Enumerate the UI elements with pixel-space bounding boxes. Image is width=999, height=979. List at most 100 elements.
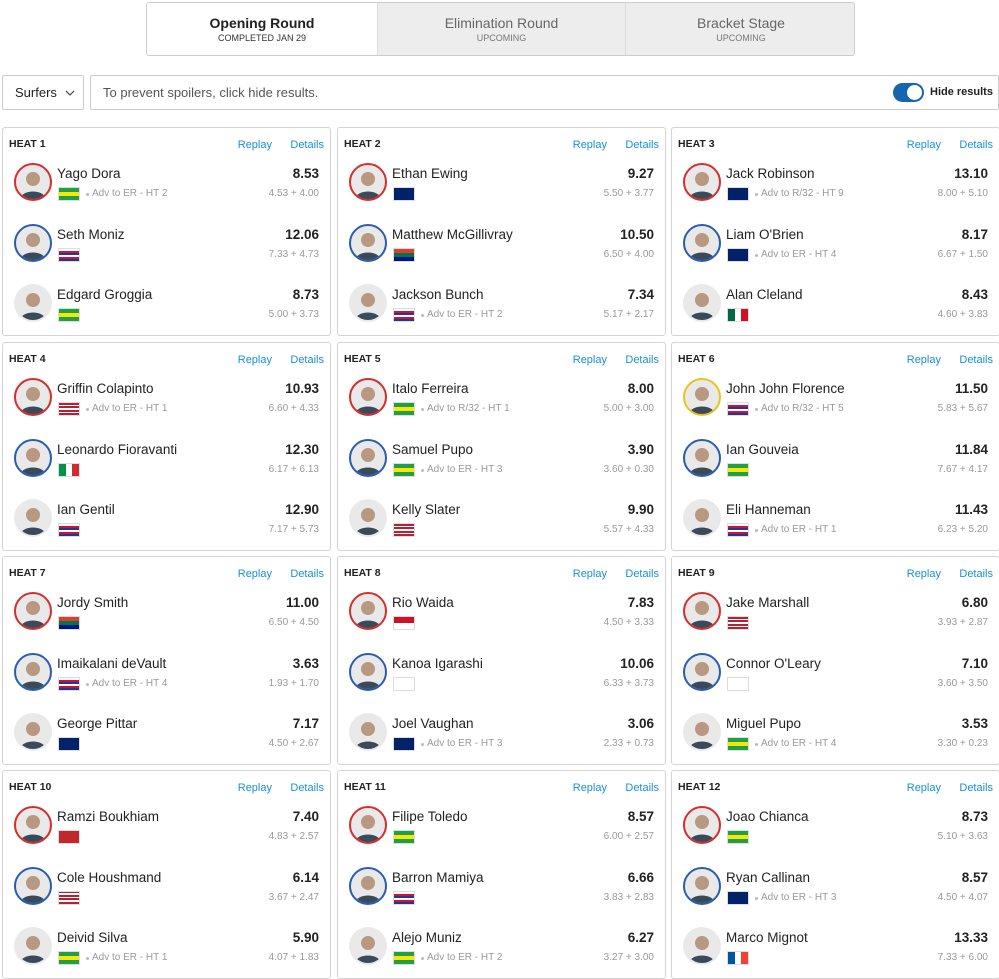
wave-scores: 5.00 + 3.00 [603,403,654,414]
total-score: 8.73 [961,809,988,824]
heat-title: HEAT 1 [9,138,46,150]
tab[interactable]: Bracket Stage UPCOMING [626,3,854,55]
flag-stripe [394,532,414,535]
flag-stripe [394,893,414,896]
wave-scores: 5.10 + 3.63 [937,831,988,842]
flag [393,523,415,537]
replay-link[interactable]: Replay [572,354,607,366]
flag-stripe [394,960,414,964]
details-link[interactable]: Details [290,568,324,580]
flag [727,890,749,905]
flag-stripe [734,309,742,321]
surfer-name: Liam O'Brien [726,226,804,242]
flag [58,951,80,965]
avatar [349,163,387,201]
flag-stripe [741,309,749,321]
flag-stripe [394,835,414,839]
flag-stripe [394,527,414,530]
surfer-name: Alejo Muniz [392,930,462,945]
heat-title: HEAT 6 [678,353,715,365]
flag-stripe [59,254,79,257]
advance-note: Adv to ER - HT 2 [427,309,503,320]
flag-stripe [59,408,79,410]
replay-link[interactable]: Replay [906,782,941,794]
details-link[interactable]: Details [625,139,659,151]
replay-link[interactable]: Replay [906,354,941,366]
total-score: 7.34 [627,287,654,302]
advance-note: Adv to R/32 - HT 9 [761,188,844,199]
avatar [683,713,721,751]
flag-stripe [59,524,79,526]
replay-link[interactable]: Replay [237,139,272,151]
toggle[interactable] [893,83,924,102]
flag-stripe [394,677,414,690]
details-link[interactable]: Details [625,354,659,366]
advance-note: Adv to ER - HT 2 [92,188,168,199]
flag-stripe [394,901,414,904]
replay-link[interactable]: Replay [906,139,941,151]
replay-link[interactable]: Replay [572,782,607,794]
details-link[interactable]: Details [290,782,324,794]
wave-scores: 6.50 + 4.50 [268,617,319,628]
flag [393,890,415,905]
avatar-silhouette [689,936,715,963]
avatar [14,806,52,844]
avatar [683,223,721,262]
avatar [14,713,52,751]
tab[interactable]: Opening Round COMPLETED JAN 29 [147,3,378,55]
separator-dot [755,193,758,196]
heat-card: HEAT 7 Replay Details Jordy Smith 11.00 6.50 … [2,556,331,765]
total-score: 9.90 [627,502,654,517]
details-link[interactable]: Details [959,568,993,580]
advance-note: Adv to ER - HT 1 [92,952,168,963]
flag [727,616,749,630]
details-link[interactable]: Details [625,782,659,794]
total-score: 9.27 [627,166,654,181]
total-score: 10.50 [620,226,654,242]
details-link[interactable]: Details [959,354,993,366]
flag-stripe [728,309,735,321]
dropdown-label: Surfers [15,85,57,100]
toggle-label: Hide results [930,86,993,98]
avatar-silhouette [355,601,381,628]
flag-stripe [394,623,414,629]
surfer-name: Matthew McGillivray [392,226,513,242]
details-link[interactable]: Details [959,139,993,151]
flag-stripe [728,530,748,532]
surfer-name: Marco Mignot [726,930,808,945]
avatar-silhouette [689,387,715,414]
flag-stripe [59,621,79,625]
replay-link[interactable]: Replay [237,782,272,794]
details-link[interactable]: Details [625,568,659,580]
flag-stripe [728,463,748,468]
details-link[interactable]: Details [290,354,324,366]
flag [393,830,415,844]
total-score: 8.43 [961,287,988,302]
total-score: 7.10 [961,655,988,671]
flag-stripe [728,467,748,472]
replay-link[interactable]: Replay [237,568,272,580]
surfers-dropdown[interactable]: Surfers [2,75,84,110]
flag-stripe [59,530,79,532]
replay-link[interactable]: Replay [906,568,941,580]
surfer-name: Rio Waida [392,595,454,610]
details-link[interactable]: Details [290,139,324,151]
advance-note: Adv to ER - HT 1 [92,403,168,414]
avatar [14,223,52,262]
wave-scores: 6.23 + 5.20 [937,524,988,535]
flag-stripe [394,248,414,253]
replay-link[interactable]: Replay [237,354,272,366]
flag-stripe [394,467,414,472]
details-link[interactable]: Details [959,782,993,794]
replay-link[interactable]: Replay [572,139,607,151]
replay-link[interactable]: Replay [572,568,607,580]
flag-stripe [59,891,79,894]
flag-stripe [59,677,79,680]
avatar-silhouette [20,875,46,903]
avatar-silhouette [355,508,381,535]
wave-scores: 2.33 + 0.73 [603,738,654,749]
flag [393,462,415,477]
tab[interactable]: Elimination Round UPCOMING [378,3,626,55]
tab-status: UPCOMING [716,33,766,43]
wave-scores: 8.00 + 5.10 [937,188,988,199]
